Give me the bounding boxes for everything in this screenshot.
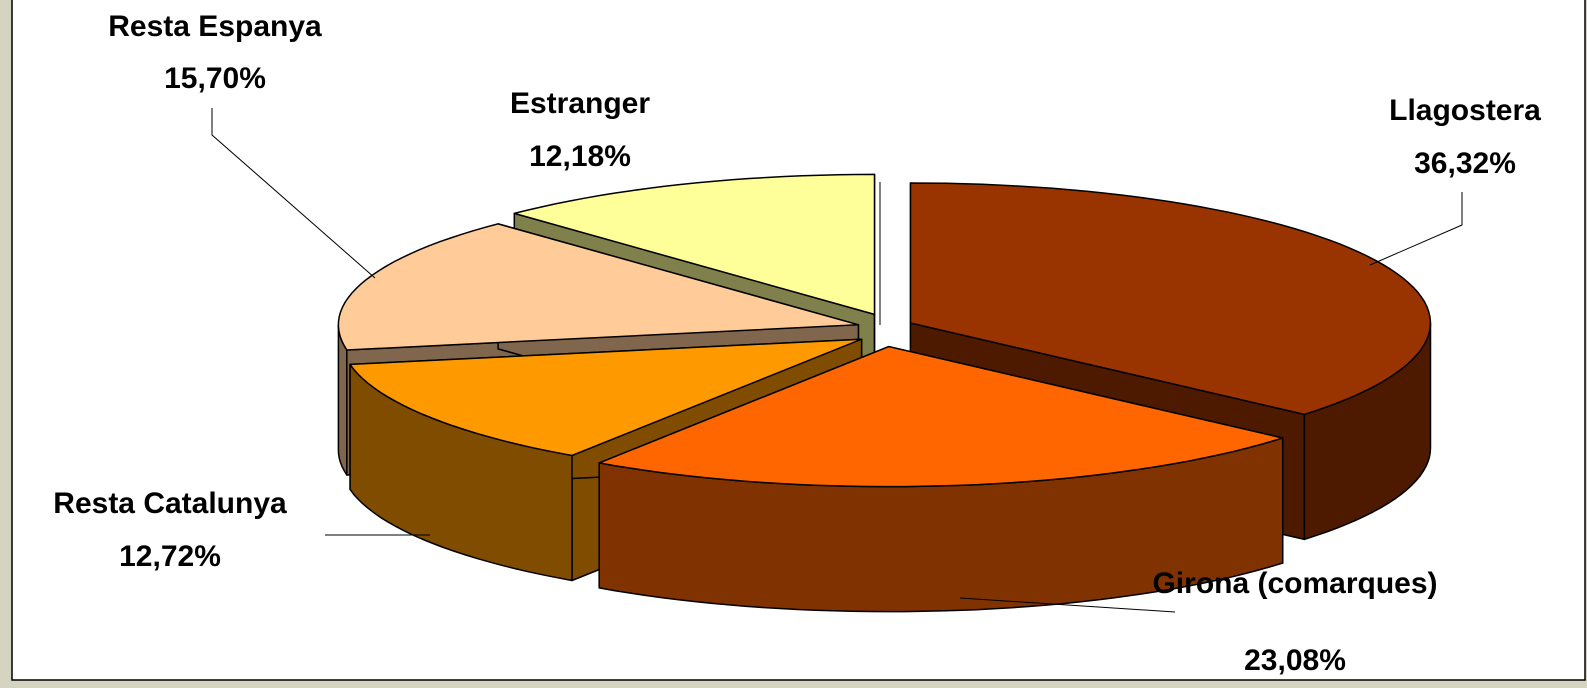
slices <box>337 173 1432 613</box>
value-label: 12,72% <box>119 540 221 573</box>
category-label: Llagostera <box>1389 94 1541 127</box>
leader-line <box>211 108 376 279</box>
slice-top <box>513 173 876 316</box>
slice-top <box>337 223 860 351</box>
value-label: 36,32% <box>1414 147 1516 180</box>
category-label: Resta Catalunya <box>53 487 287 520</box>
value-label: 23,08% <box>1244 644 1346 677</box>
leader-line <box>1369 192 1463 266</box>
category-label: Resta Espanya <box>108 10 322 43</box>
category-label: Girona (comarques) <box>1152 567 1437 600</box>
slice-top <box>598 345 1284 488</box>
slice-top <box>909 182 1432 416</box>
slice-top <box>349 338 863 457</box>
value-label: 12,18% <box>529 140 631 173</box>
labels: Llagostera 36,32% Girona (comarques) 23,08%… <box>53 10 1541 677</box>
value-label: 15,70% <box>164 62 266 95</box>
leader-line <box>959 597 1176 613</box>
category-label: Estranger <box>510 87 650 120</box>
